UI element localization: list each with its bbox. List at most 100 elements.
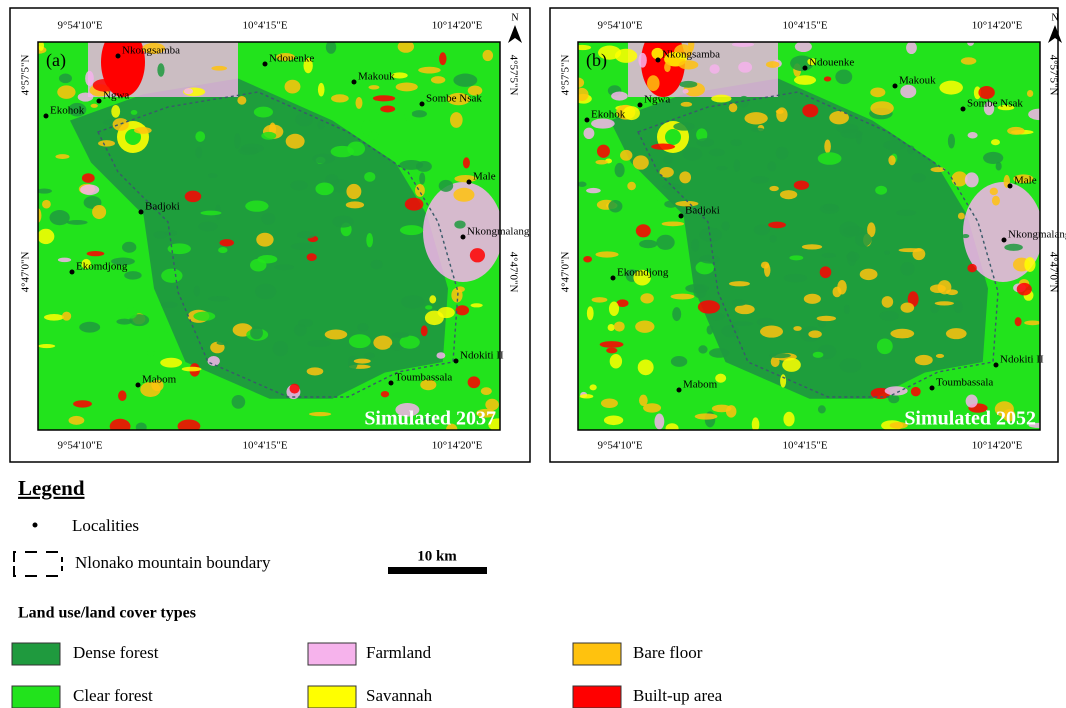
legend-item: Nlonako mountain boundary bbox=[75, 553, 271, 572]
land-patch bbox=[198, 222, 218, 232]
land-patch bbox=[195, 131, 205, 142]
lon-label: 10°14'20"E bbox=[972, 20, 1023, 32]
land-patch bbox=[59, 74, 72, 84]
land-patch bbox=[685, 284, 709, 293]
land-patch bbox=[1015, 317, 1022, 326]
land-patch bbox=[990, 188, 998, 196]
locality-label: Toumbassala bbox=[936, 377, 993, 389]
land-patch bbox=[470, 248, 485, 262]
locality-label: Sombe Nsak bbox=[967, 98, 1023, 110]
land-patch bbox=[49, 210, 69, 225]
land-patch bbox=[636, 224, 651, 237]
locality-label: Nkongmalang bbox=[1008, 229, 1066, 241]
land-patch bbox=[817, 316, 836, 321]
land-patch bbox=[698, 300, 720, 313]
land-patch bbox=[896, 210, 916, 216]
lat-label: 4°57'5"N bbox=[1047, 55, 1059, 96]
land-patch bbox=[111, 105, 120, 118]
lat-label: 4°57'5"N bbox=[507, 55, 519, 96]
land-patch bbox=[656, 235, 674, 250]
class-label: Dense forest bbox=[73, 643, 159, 662]
land-patch bbox=[709, 64, 719, 73]
locality-dot bbox=[961, 107, 966, 112]
land-patch bbox=[808, 330, 821, 338]
lat-label: 4°47'0"N bbox=[20, 252, 32, 293]
lat-label: 4°47'0"N bbox=[1047, 252, 1059, 293]
lon-label: 10°4'15"E bbox=[242, 440, 287, 452]
land-patch bbox=[79, 322, 100, 333]
land-patch bbox=[453, 188, 474, 202]
land-patch bbox=[218, 247, 227, 253]
locality-label: Makouk bbox=[358, 71, 395, 83]
land-patch bbox=[643, 403, 661, 412]
land-patch bbox=[157, 63, 164, 77]
land-patch bbox=[697, 138, 715, 147]
land-patch bbox=[232, 395, 246, 409]
land-patch bbox=[768, 222, 786, 229]
legend-item: Localities bbox=[72, 516, 139, 535]
land-patch bbox=[683, 89, 689, 94]
land-patch bbox=[373, 336, 392, 350]
land-patch bbox=[623, 106, 640, 120]
land-patch bbox=[416, 161, 432, 172]
land-patch bbox=[415, 184, 425, 197]
land-patch bbox=[968, 132, 978, 138]
land-patch bbox=[744, 112, 767, 124]
land-patch bbox=[662, 184, 681, 190]
land-patch bbox=[656, 207, 678, 213]
land-patch bbox=[738, 62, 752, 73]
locality-label: Male bbox=[1014, 175, 1037, 187]
land-patch bbox=[297, 231, 316, 239]
locality-label: Ngwa bbox=[103, 90, 129, 102]
locality-label: Ekohok bbox=[50, 105, 85, 117]
land-patch bbox=[429, 295, 436, 303]
land-patch bbox=[930, 304, 939, 313]
land-patch bbox=[80, 185, 99, 196]
lon-label: 10°4'15"E bbox=[782, 20, 827, 32]
boundary-symbol bbox=[14, 552, 62, 576]
land-patch bbox=[679, 171, 691, 183]
land-patch bbox=[915, 355, 933, 365]
land-patch bbox=[782, 358, 801, 372]
land-patch bbox=[722, 221, 730, 230]
locality-label: Nkongsamba bbox=[122, 45, 180, 57]
land-patch bbox=[454, 220, 465, 228]
land-patch bbox=[208, 296, 230, 301]
land-patch bbox=[732, 321, 754, 326]
land-patch bbox=[962, 234, 969, 238]
land-patch bbox=[601, 399, 618, 408]
land-patch bbox=[331, 94, 349, 102]
land-patch bbox=[453, 74, 477, 87]
locality-dot bbox=[420, 102, 425, 107]
locality-label: Badjoki bbox=[685, 205, 720, 217]
land-patch bbox=[930, 284, 946, 293]
land-patch bbox=[207, 356, 219, 366]
land-patch bbox=[664, 62, 671, 72]
land-patch bbox=[707, 325, 714, 334]
locality-dot bbox=[677, 388, 682, 393]
land-patch bbox=[911, 173, 925, 182]
class-swatch bbox=[12, 643, 60, 665]
lon-label: 10°4'15"E bbox=[782, 440, 827, 452]
land-patch bbox=[250, 326, 263, 339]
land-patch bbox=[400, 225, 423, 235]
land-patch bbox=[309, 412, 331, 416]
land-patch bbox=[274, 264, 294, 270]
land-patch bbox=[1024, 320, 1041, 325]
land-patch bbox=[870, 88, 885, 98]
locality-label: Nkongsamba bbox=[662, 49, 720, 61]
land-patch bbox=[425, 305, 432, 309]
locality-dot bbox=[994, 363, 999, 368]
land-patch bbox=[638, 53, 646, 68]
land-patch bbox=[211, 66, 227, 71]
land-patch bbox=[401, 295, 425, 308]
land-patch bbox=[966, 395, 978, 408]
land-patch bbox=[946, 328, 967, 339]
land-patch bbox=[833, 287, 842, 298]
land-patch bbox=[592, 297, 608, 302]
land-patch bbox=[611, 92, 628, 101]
land-patch bbox=[608, 200, 622, 212]
land-patch bbox=[882, 296, 894, 308]
land-patch bbox=[396, 83, 418, 92]
locality-label: Ekohok bbox=[591, 109, 626, 121]
